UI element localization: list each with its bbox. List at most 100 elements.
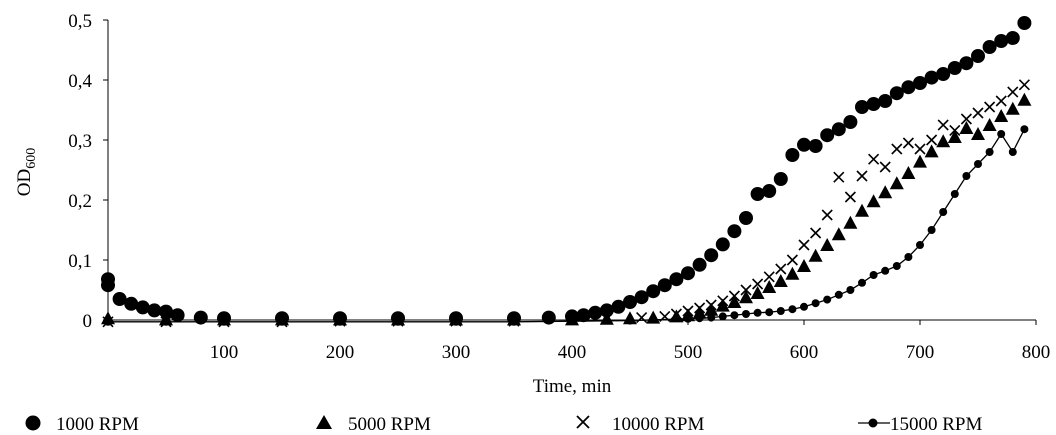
data-point bbox=[646, 284, 661, 299]
data-point bbox=[775, 263, 787, 275]
data-point bbox=[834, 290, 843, 299]
data-point bbox=[704, 302, 719, 316]
data-point bbox=[670, 308, 682, 320]
data-point bbox=[568, 317, 576, 326]
data-point bbox=[855, 203, 869, 217]
series-10000-rpm bbox=[102, 79, 1030, 328]
data-point bbox=[916, 241, 924, 249]
data-point bbox=[742, 310, 750, 318]
data-point bbox=[962, 172, 971, 180]
data-point bbox=[879, 161, 891, 173]
data-point bbox=[924, 144, 939, 158]
data-point bbox=[904, 253, 913, 261]
data-point bbox=[788, 305, 797, 314]
data-point bbox=[892, 262, 901, 270]
y-axis-title-sub: 600 bbox=[24, 148, 39, 169]
data-point bbox=[889, 86, 904, 101]
data-point bbox=[798, 239, 810, 251]
data-point bbox=[891, 143, 903, 155]
data-point bbox=[1017, 16, 1032, 30]
series-5000-rpm bbox=[101, 92, 1032, 326]
data-point bbox=[866, 97, 881, 111]
data-point bbox=[750, 187, 765, 201]
y-tick-label: 0,4 bbox=[68, 71, 92, 92]
data-point bbox=[843, 115, 858, 129]
data-point bbox=[936, 67, 951, 81]
data-point bbox=[972, 107, 984, 119]
x-tick-label: 500 bbox=[674, 342, 703, 363]
data-point bbox=[657, 278, 672, 293]
data-point bbox=[728, 290, 740, 302]
data-point bbox=[914, 143, 926, 155]
data-point bbox=[715, 237, 730, 252]
legend-marker-dot-icon bbox=[868, 418, 878, 428]
data-point bbox=[902, 137, 914, 149]
data-point bbox=[626, 316, 634, 325]
data-point bbox=[831, 227, 846, 241]
data-point bbox=[844, 191, 856, 203]
data-point bbox=[193, 310, 208, 325]
data-point bbox=[901, 80, 916, 95]
axes bbox=[107, 20, 1036, 321]
data-point bbox=[692, 305, 707, 319]
y-axis-title-main: OD bbox=[14, 169, 35, 196]
legend: 1000 RPM 5000 RPM 10000 RPM 15000 RPM bbox=[25, 414, 982, 435]
data-point bbox=[971, 49, 985, 63]
data-point bbox=[588, 305, 603, 320]
y-tick-label: 0,2 bbox=[68, 191, 92, 212]
data-point bbox=[820, 128, 835, 143]
data-point bbox=[162, 317, 170, 326]
data-point bbox=[947, 61, 962, 75]
data-point bbox=[1005, 31, 1020, 45]
data-point bbox=[878, 185, 893, 199]
y-ticks: 0 0,1 0,2 0,3 0,4 0,5 bbox=[68, 11, 108, 332]
data-point bbox=[762, 280, 777, 293]
x-tick-label: 700 bbox=[906, 342, 935, 363]
data-point bbox=[866, 194, 881, 208]
data-point bbox=[846, 286, 855, 294]
data-point bbox=[843, 215, 858, 229]
data-point bbox=[1005, 101, 1020, 115]
data-point bbox=[959, 121, 974, 134]
data-point bbox=[855, 100, 869, 114]
y-tick-label: 0,3 bbox=[68, 131, 92, 152]
data-point bbox=[949, 124, 961, 136]
legend-marker-triangle-icon bbox=[316, 415, 332, 429]
data-point bbox=[669, 309, 684, 323]
data-point bbox=[623, 295, 637, 309]
data-point bbox=[636, 312, 648, 324]
data-point bbox=[1020, 125, 1029, 134]
data-point bbox=[124, 296, 139, 311]
data-point bbox=[831, 122, 846, 137]
data-point bbox=[913, 154, 927, 168]
data-point bbox=[924, 70, 939, 85]
data-point bbox=[681, 266, 695, 281]
data-point bbox=[1018, 79, 1030, 91]
data-point bbox=[730, 311, 739, 320]
series-15000-rpm bbox=[104, 125, 1029, 326]
data-point bbox=[937, 119, 949, 131]
data-point bbox=[786, 254, 798, 266]
data-point bbox=[601, 313, 613, 325]
data-point bbox=[785, 148, 800, 162]
data-point bbox=[739, 290, 753, 304]
x-tick-label: 600 bbox=[790, 342, 819, 363]
x-tick-label: 800 bbox=[1022, 342, 1051, 363]
series-1000-rpm bbox=[101, 16, 1032, 326]
data-point bbox=[776, 307, 785, 315]
data-point bbox=[104, 317, 112, 326]
data-point bbox=[889, 176, 904, 190]
legend-marker-x-icon bbox=[576, 415, 590, 429]
data-point bbox=[810, 227, 822, 239]
data-point bbox=[718, 312, 727, 321]
data-point bbox=[704, 248, 719, 263]
data-point bbox=[750, 286, 765, 299]
data-point bbox=[611, 299, 626, 314]
series-line bbox=[108, 128, 1025, 323]
legend-marker-circle-icon bbox=[25, 415, 41, 431]
data-point bbox=[727, 295, 742, 308]
data-point bbox=[927, 226, 936, 234]
data-point bbox=[278, 317, 286, 326]
data-point bbox=[694, 302, 706, 314]
data-point bbox=[974, 160, 982, 168]
